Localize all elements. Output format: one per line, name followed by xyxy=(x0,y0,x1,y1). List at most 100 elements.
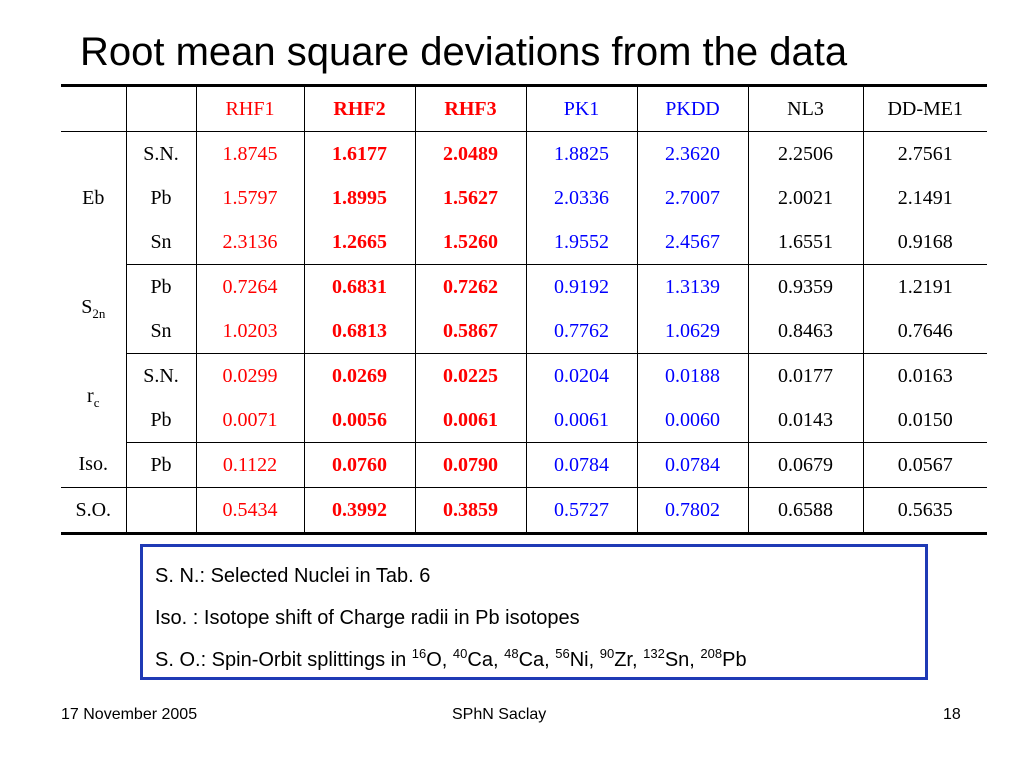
element-symbol: Ni xyxy=(569,649,589,671)
value-cell: 2.0336 xyxy=(526,176,638,220)
table-row: Sn 2.3136 1.2665 1.5260 1.9552 2.4567 1.6551 0.… xyxy=(61,220,987,265)
group-label-text: Iso. xyxy=(78,453,108,476)
value-cell: 0.7264 xyxy=(196,264,305,309)
value-cell: 0.5434 xyxy=(196,487,305,534)
value-cell: 1.9552 xyxy=(526,220,638,265)
value-cell: 0.0143 xyxy=(748,398,864,443)
mass-number-superscript: 16 xyxy=(411,646,427,661)
value-cell: 0.5867 xyxy=(415,309,527,354)
value-cell: 0.0177 xyxy=(748,353,864,398)
legend-iso-line: Iso. : Isotope shift of Charge radii in … xyxy=(155,607,580,629)
value-cell: 2.4567 xyxy=(637,220,749,265)
value-cell: 2.3620 xyxy=(637,131,749,176)
mass-number-superscript: 40 xyxy=(452,646,468,661)
nucleus-cell: Pb xyxy=(126,398,197,443)
value-cell: 0.0269 xyxy=(304,353,416,398)
footer-org: SPhN Saclay xyxy=(452,706,547,723)
value-cell: 1.0203 xyxy=(196,309,305,354)
value-cell: 0.0790 xyxy=(415,442,527,488)
value-cell: 0.3992 xyxy=(304,487,416,534)
value-cell: 1.8825 xyxy=(526,131,638,176)
value-cell: 1.2665 xyxy=(304,220,416,265)
value-cell: 0.0760 xyxy=(304,442,416,488)
value-cell: 0.0679 xyxy=(748,442,864,488)
legend-so-line: S. O.: Spin-Orbit splittings in 16O, 40C… xyxy=(155,639,913,681)
group-label-text: Eb xyxy=(82,186,105,209)
slide-title: Root mean square deviations from the dat… xyxy=(80,30,848,74)
table-row: Eb S.N. 1.8745 1.6177 2.0489 1.8825 2.3620 2.25… xyxy=(61,131,987,265)
table-row: rc S.N. 0.0299 0.0269 0.0225 0.0204 0.0188 0.01… xyxy=(61,353,987,443)
value-cell: 0.9192 xyxy=(526,264,638,309)
value-cell: 0.6831 xyxy=(304,264,416,309)
nucleus-cell: Sn xyxy=(126,220,197,265)
row-group-label: S.O. xyxy=(61,487,127,534)
group-label-text: S xyxy=(81,296,93,318)
column-header xyxy=(61,85,127,132)
value-cell: 0.9359 xyxy=(748,264,864,309)
value-cell: 0.8463 xyxy=(748,309,864,354)
row-group-label: Iso. xyxy=(61,442,127,488)
nucleus-cell: Pb xyxy=(126,264,197,309)
value-cell: 0.6813 xyxy=(304,309,416,354)
value-cell: 1.0629 xyxy=(637,309,749,354)
value-cell: 0.5635 xyxy=(897,498,953,521)
group-label-text: r xyxy=(87,385,94,407)
element-symbol: Ca xyxy=(467,649,493,671)
value-cell: 0.7262 xyxy=(415,264,527,309)
nucleus-cell xyxy=(126,487,197,534)
mass-number-superscript: 132 xyxy=(643,646,665,661)
value-cell: 1.3139 xyxy=(637,264,749,309)
separator: , xyxy=(544,649,556,671)
group-label-subscript: c xyxy=(93,395,100,410)
nucleus-cell: Pb xyxy=(126,176,197,220)
value-cell: 1.8995 xyxy=(304,176,416,220)
rms-deviation-table: RHF1 RHF2 RHF3 PK1 PKDD NL3 DD-ME1 Eb S.N. 1.8745… xyxy=(61,84,987,535)
element-symbol: Ca xyxy=(518,649,545,671)
value-cell: 1.5797 xyxy=(196,176,305,220)
legend-so-prefix: S. O.: Spin-Orbit splittings in xyxy=(155,649,412,671)
value-cell: 1.5627 xyxy=(415,176,527,220)
value-cell: 0.9168 xyxy=(863,220,987,265)
mass-number-superscript: 90 xyxy=(599,646,615,661)
value-cell: 0.0567 xyxy=(863,442,987,488)
element-symbol: O xyxy=(426,649,442,671)
value-cell: 1.2191 xyxy=(897,275,953,298)
table-row: S2n Pb 0.7264 0.6831 0.7262 0.9192 1.3139 0.935… xyxy=(61,264,987,354)
value-cell: 0.7646 xyxy=(863,309,987,354)
value-cell: 0.0784 xyxy=(637,442,749,488)
footer-date: 17 November 2005 xyxy=(61,706,198,723)
value-cell: 0.0061 xyxy=(526,398,638,443)
footer-page-number: 18 xyxy=(943,706,961,723)
value-cell: 1.6551 xyxy=(748,220,864,265)
value-cell: 1.6177 xyxy=(304,131,416,176)
separator: , xyxy=(689,649,701,671)
value-cell: 1.8745 xyxy=(196,131,305,176)
table-row: S.O. 0.5434 0.3992 0.3859 0.5727 0.7802 0.6588… xyxy=(61,487,987,534)
value-cell: 0.0188 xyxy=(637,353,749,398)
value-cell: 0.0784 xyxy=(526,442,638,488)
value-cell: 2.2506 xyxy=(748,131,864,176)
group-label-text: S.O. xyxy=(75,498,112,521)
rms-table-container: RHF1 RHF2 RHF3 PK1 PKDD NL3 DD-ME1 Eb S.N. 1.8745… xyxy=(61,84,987,535)
table-row: Iso. Pb 0.1122 0.0760 0.0790 0.0784 0.0784 0.06… xyxy=(61,442,987,488)
column-header: DD-ME1 xyxy=(863,85,987,132)
element-symbol: Pb xyxy=(722,649,747,671)
nucleus-cell: Pb xyxy=(126,442,197,488)
legend-sn-line: S. N.: Selected Nuclei in Tab. 6 xyxy=(155,565,431,587)
group-label-subscript: 2n xyxy=(92,306,106,321)
row-group-label: S2n xyxy=(61,264,127,354)
value-cell: 2.0489 xyxy=(415,131,527,176)
row-group-label: rc xyxy=(61,353,127,443)
nucleus-cell: S.N. xyxy=(126,131,197,176)
table-row: Sn 1.0203 0.6813 0.5867 0.7762 1.0629 0.8463 0.… xyxy=(61,309,987,354)
separator: , xyxy=(441,649,453,671)
value-cell: 0.0163 xyxy=(897,364,953,387)
mass-number-superscript: 48 xyxy=(504,646,519,661)
value-cell: 0.7762 xyxy=(526,309,638,354)
separator: , xyxy=(632,649,644,671)
value-cell: 0.1122 xyxy=(196,442,305,488)
column-header: NL3 xyxy=(748,85,864,132)
column-header: RHF3 xyxy=(415,85,527,132)
column-header: PK1 xyxy=(526,85,638,132)
value-cell: 0.0150 xyxy=(863,398,987,443)
